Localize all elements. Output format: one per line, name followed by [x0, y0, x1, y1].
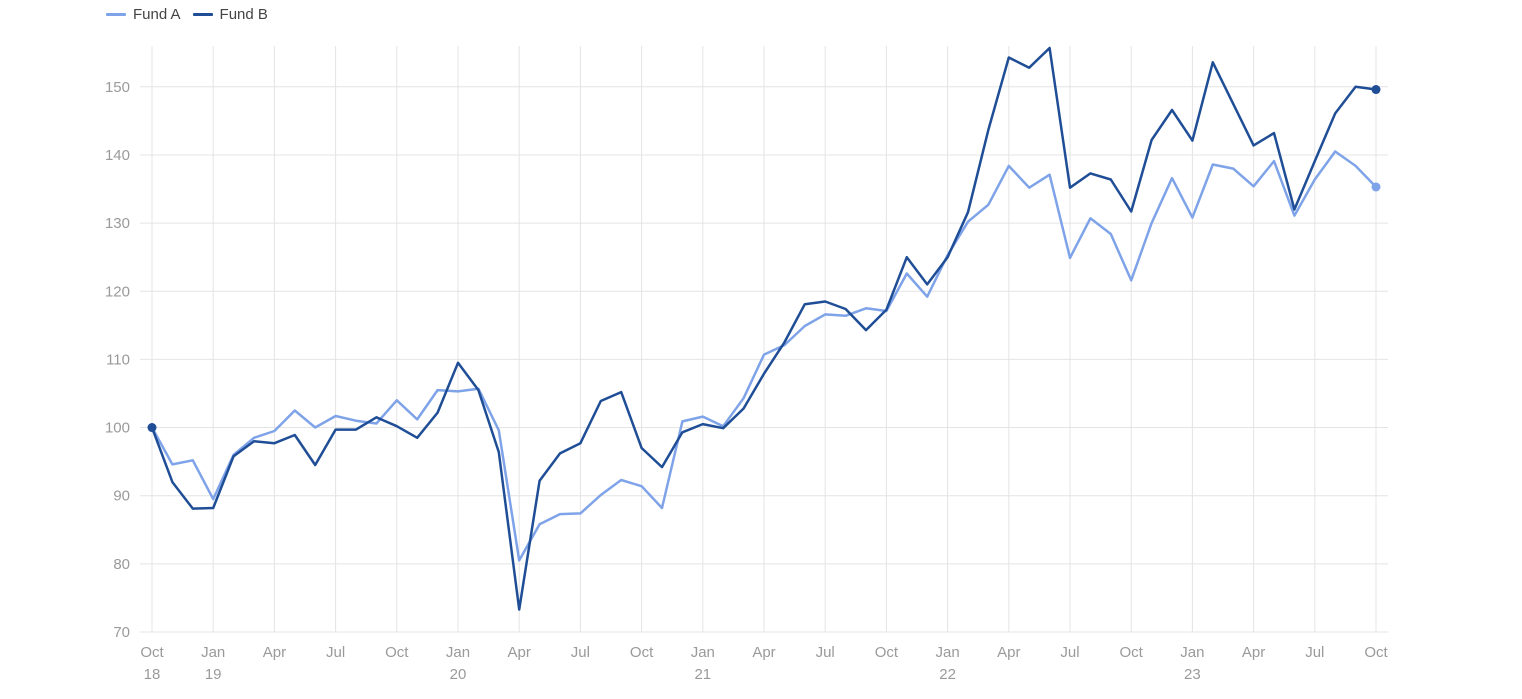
- x-tick-label-month: Oct: [630, 644, 654, 661]
- end-point-fund-a[interactable]: [1371, 182, 1381, 192]
- y-axis: 70 80 90 100 110 120 130 140 150: [105, 79, 130, 641]
- legend: Fund A Fund B: [106, 6, 268, 23]
- y-tick-label: 130: [105, 215, 130, 232]
- y-tick-label: 120: [105, 283, 130, 300]
- legend-label-fund-a: Fund A: [133, 6, 181, 23]
- x-tick-label-month: Oct: [1120, 644, 1144, 661]
- legend-item-fund-b[interactable]: Fund B: [192, 6, 268, 23]
- x-tick-label-month: Jan: [201, 644, 225, 661]
- x-tick-label-month: Jul: [1305, 644, 1324, 661]
- x-tick-label-month: Jul: [326, 644, 345, 661]
- legend-swatch-fund-b: [192, 13, 213, 16]
- x-tick-label-month: Jul: [816, 644, 835, 661]
- legend-item-fund-a[interactable]: Fund A: [106, 6, 181, 23]
- y-tick-label: 90: [113, 488, 130, 505]
- legend-swatch-fund-a: [106, 13, 126, 16]
- x-tick-label-year: 21: [694, 666, 711, 683]
- series: [147, 46, 1381, 611]
- x-tick-label-month: Apr: [1242, 644, 1265, 661]
- y-tick-label: 100: [105, 420, 130, 437]
- series-line-fund-a[interactable]: [150, 150, 1378, 562]
- x-tick-label-month: Jul: [1060, 644, 1079, 661]
- x-tick-label-year: 18: [144, 666, 161, 683]
- start-point[interactable]: [147, 423, 157, 433]
- x-tick-label-year: 22: [939, 666, 956, 683]
- x-tick-label-month: Oct: [140, 644, 164, 661]
- x-tick-label-month: Apr: [997, 644, 1020, 661]
- x-tick-label-month: Jan: [936, 644, 960, 661]
- x-tick-label-month: Jan: [691, 644, 715, 661]
- x-tick-label-year: 23: [1184, 666, 1201, 683]
- x-tick-label-month: Jan: [1180, 644, 1204, 661]
- x-tick-label-month: Oct: [1364, 644, 1388, 661]
- x-tick-label-month: Oct: [875, 644, 899, 661]
- x-tick-label-year: 20: [450, 666, 467, 683]
- x-tick-label-year: 19: [205, 666, 222, 683]
- x-tick-label-month: Apr: [752, 644, 775, 661]
- x-tick-label-month: Apr: [508, 644, 531, 661]
- x-tick-label-month: Oct: [385, 644, 409, 661]
- x-tick-label-month: Jul: [571, 644, 590, 661]
- x-tick-label-month: Jan: [446, 644, 470, 661]
- y-tick-label: 140: [105, 147, 130, 164]
- y-tick-label: 110: [106, 351, 130, 368]
- end-point-fund-b[interactable]: [1371, 85, 1381, 95]
- y-tick-label: 150: [105, 79, 130, 96]
- grid: [140, 46, 1388, 633]
- x-tick-label-month: Apr: [263, 644, 286, 661]
- legend-label-fund-b: Fund B: [219, 6, 268, 23]
- y-tick-label: 70: [113, 624, 130, 641]
- y-tick-label: 80: [113, 556, 130, 573]
- series-line-fund-b[interactable]: [150, 46, 1378, 611]
- x-axis: Oct 18 Jan 19 Apr Jul Oct Jan 20 Apr Jul Oct Jan 21 Ap…: [140, 644, 1388, 683]
